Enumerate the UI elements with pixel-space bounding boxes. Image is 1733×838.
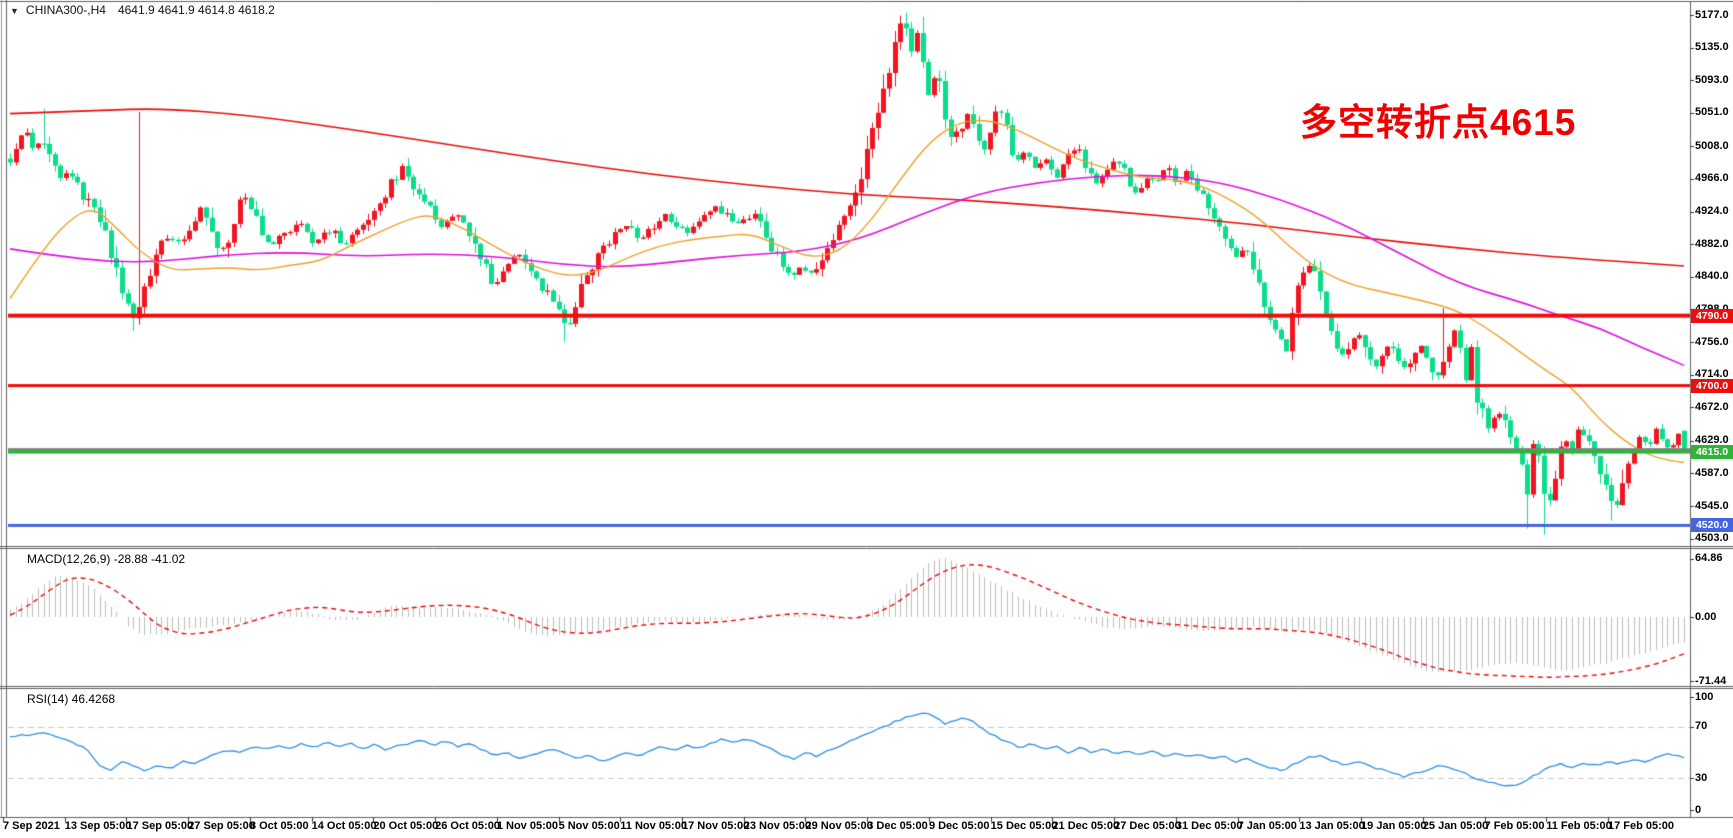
price-axis-tick-label: 4503.0 <box>1695 532 1729 545</box>
rsi-indicator-label: RSI(14) 46.4268 <box>27 692 116 706</box>
price-level-badge: 4615.0 <box>1691 444 1733 459</box>
price-axis-tick-label: 5008.0 <box>1695 139 1729 152</box>
rsi-axis-tick-label: 100 <box>1695 690 1714 703</box>
time-axis-tick-label: 7 Sep 2021 <box>3 820 60 832</box>
price-axis-tick-label: 5135.0 <box>1695 41 1729 54</box>
time-axis-tick-label: 9 Dec 05:00 <box>928 820 990 832</box>
time-axis-tick-label: 14 Oct 05:00 <box>311 820 377 832</box>
time-axis-tick-label: 17 Feb 05:00 <box>1607 820 1675 832</box>
time-axis-tick-label: 13 Jan 05:00 <box>1299 820 1365 832</box>
time-axis-tick-label: 20 Oct 05:00 <box>373 820 439 832</box>
price-axis-tick-label: 4840.0 <box>1695 270 1729 283</box>
time-axis-tick-label: 1 Nov 05:00 <box>496 820 558 832</box>
price-level-badge: 4700.0 <box>1691 378 1733 393</box>
time-axis-tick-label: 23 Nov 05:00 <box>743 820 812 832</box>
symbol-timeframe-label: CHINA300-,H4 <box>25 3 106 17</box>
price-axis-tick-label: 4714.0 <box>1695 368 1729 381</box>
ohlc-values: 4641.9 4641.9 4614.8 4618.2 <box>117 3 275 17</box>
time-axis-tick-label: 5 Nov 05:00 <box>558 820 620 832</box>
price-axis-tick-label: 4924.0 <box>1695 205 1729 218</box>
time-axis-tick-label: 11 Feb 05:00 <box>1546 820 1612 832</box>
time-axis-tick-label: 17 Sep 05:00 <box>126 820 194 832</box>
price-axis-tick-label: 5051.0 <box>1695 106 1729 119</box>
time-axis-tick-label: 3 Dec 05:00 <box>867 820 928 832</box>
macd-indicator-label: MACD(12,26,9) -28.88 -41.02 <box>27 552 186 566</box>
time-axis-tick-label: 25 Jan 05:00 <box>1422 820 1489 832</box>
time-axis-tick-label: 7 Jan 05:00 <box>1237 820 1297 832</box>
price-axis-tick-label: 5177.0 <box>1695 8 1729 21</box>
time-axis-tick-label: 11 Nov 05:00 <box>620 820 687 832</box>
price-axis-tick-label: 4672.0 <box>1695 400 1729 413</box>
price-axis-tick-label: 5093.0 <box>1695 73 1729 86</box>
time-axis-tick-label: 26 Oct 05:00 <box>435 820 500 832</box>
time-axis-tick-label: 27 Dec 05:00 <box>1114 820 1181 832</box>
price-axis-tick-label: 4756.0 <box>1695 335 1729 348</box>
price-axis-tick-label: 4545.0 <box>1695 499 1729 512</box>
rsi-axis-tick-label: 0 <box>1695 803 1702 816</box>
time-axis-tick-label: 29 Nov 05:00 <box>805 820 873 832</box>
price-axis-tick-label: 4629.0 <box>1695 434 1729 447</box>
chart-header: ▼ CHINA300-,H4 4641.9 4641.9 4614.8 4618.2 <box>10 3 275 17</box>
macd-axis-tick-label: -71.44 <box>1695 674 1727 687</box>
time-axis-tick-label: 7 Feb 05:00 <box>1484 820 1545 832</box>
time-axis-tick-label: 19 Jan 05:00 <box>1361 820 1427 832</box>
time-axis-tick-label: 17 Nov 05:00 <box>682 820 750 832</box>
time-axis-tick-label: 8 Oct 05:00 <box>249 820 309 832</box>
price-level-badge: 4520.0 <box>1691 518 1733 533</box>
rsi-axis-tick-label: 70 <box>1695 720 1708 733</box>
price-axis-tick-label: 4966.0 <box>1695 172 1729 185</box>
time-axis-tick-label: 15 Dec 05:00 <box>990 820 1058 832</box>
time-axis-tick-label: 13 Sep 05:00 <box>64 820 132 832</box>
macd-axis-tick-label: 64.86 <box>1695 552 1723 565</box>
dropdown-triangle-icon[interactable]: ▼ <box>10 6 19 16</box>
time-axis-tick-label: 31 Dec 05:00 <box>1175 820 1243 832</box>
price-level-badge: 4790.0 <box>1691 308 1733 323</box>
rsi-axis-tick-label: 30 <box>1695 771 1708 784</box>
price-axis-tick-label: 4882.0 <box>1695 237 1729 250</box>
chart-annotation-text[interactable]: 多空转折点4615 <box>1300 102 1577 143</box>
time-axis-tick-label: 21 Dec 05:00 <box>1052 820 1120 832</box>
time-axis-tick-label: 27 Sep 05:00 <box>188 820 255 832</box>
macd-axis-tick-label: 0.00 <box>1695 610 1717 623</box>
price-axis-tick-label: 4587.0 <box>1695 466 1729 479</box>
